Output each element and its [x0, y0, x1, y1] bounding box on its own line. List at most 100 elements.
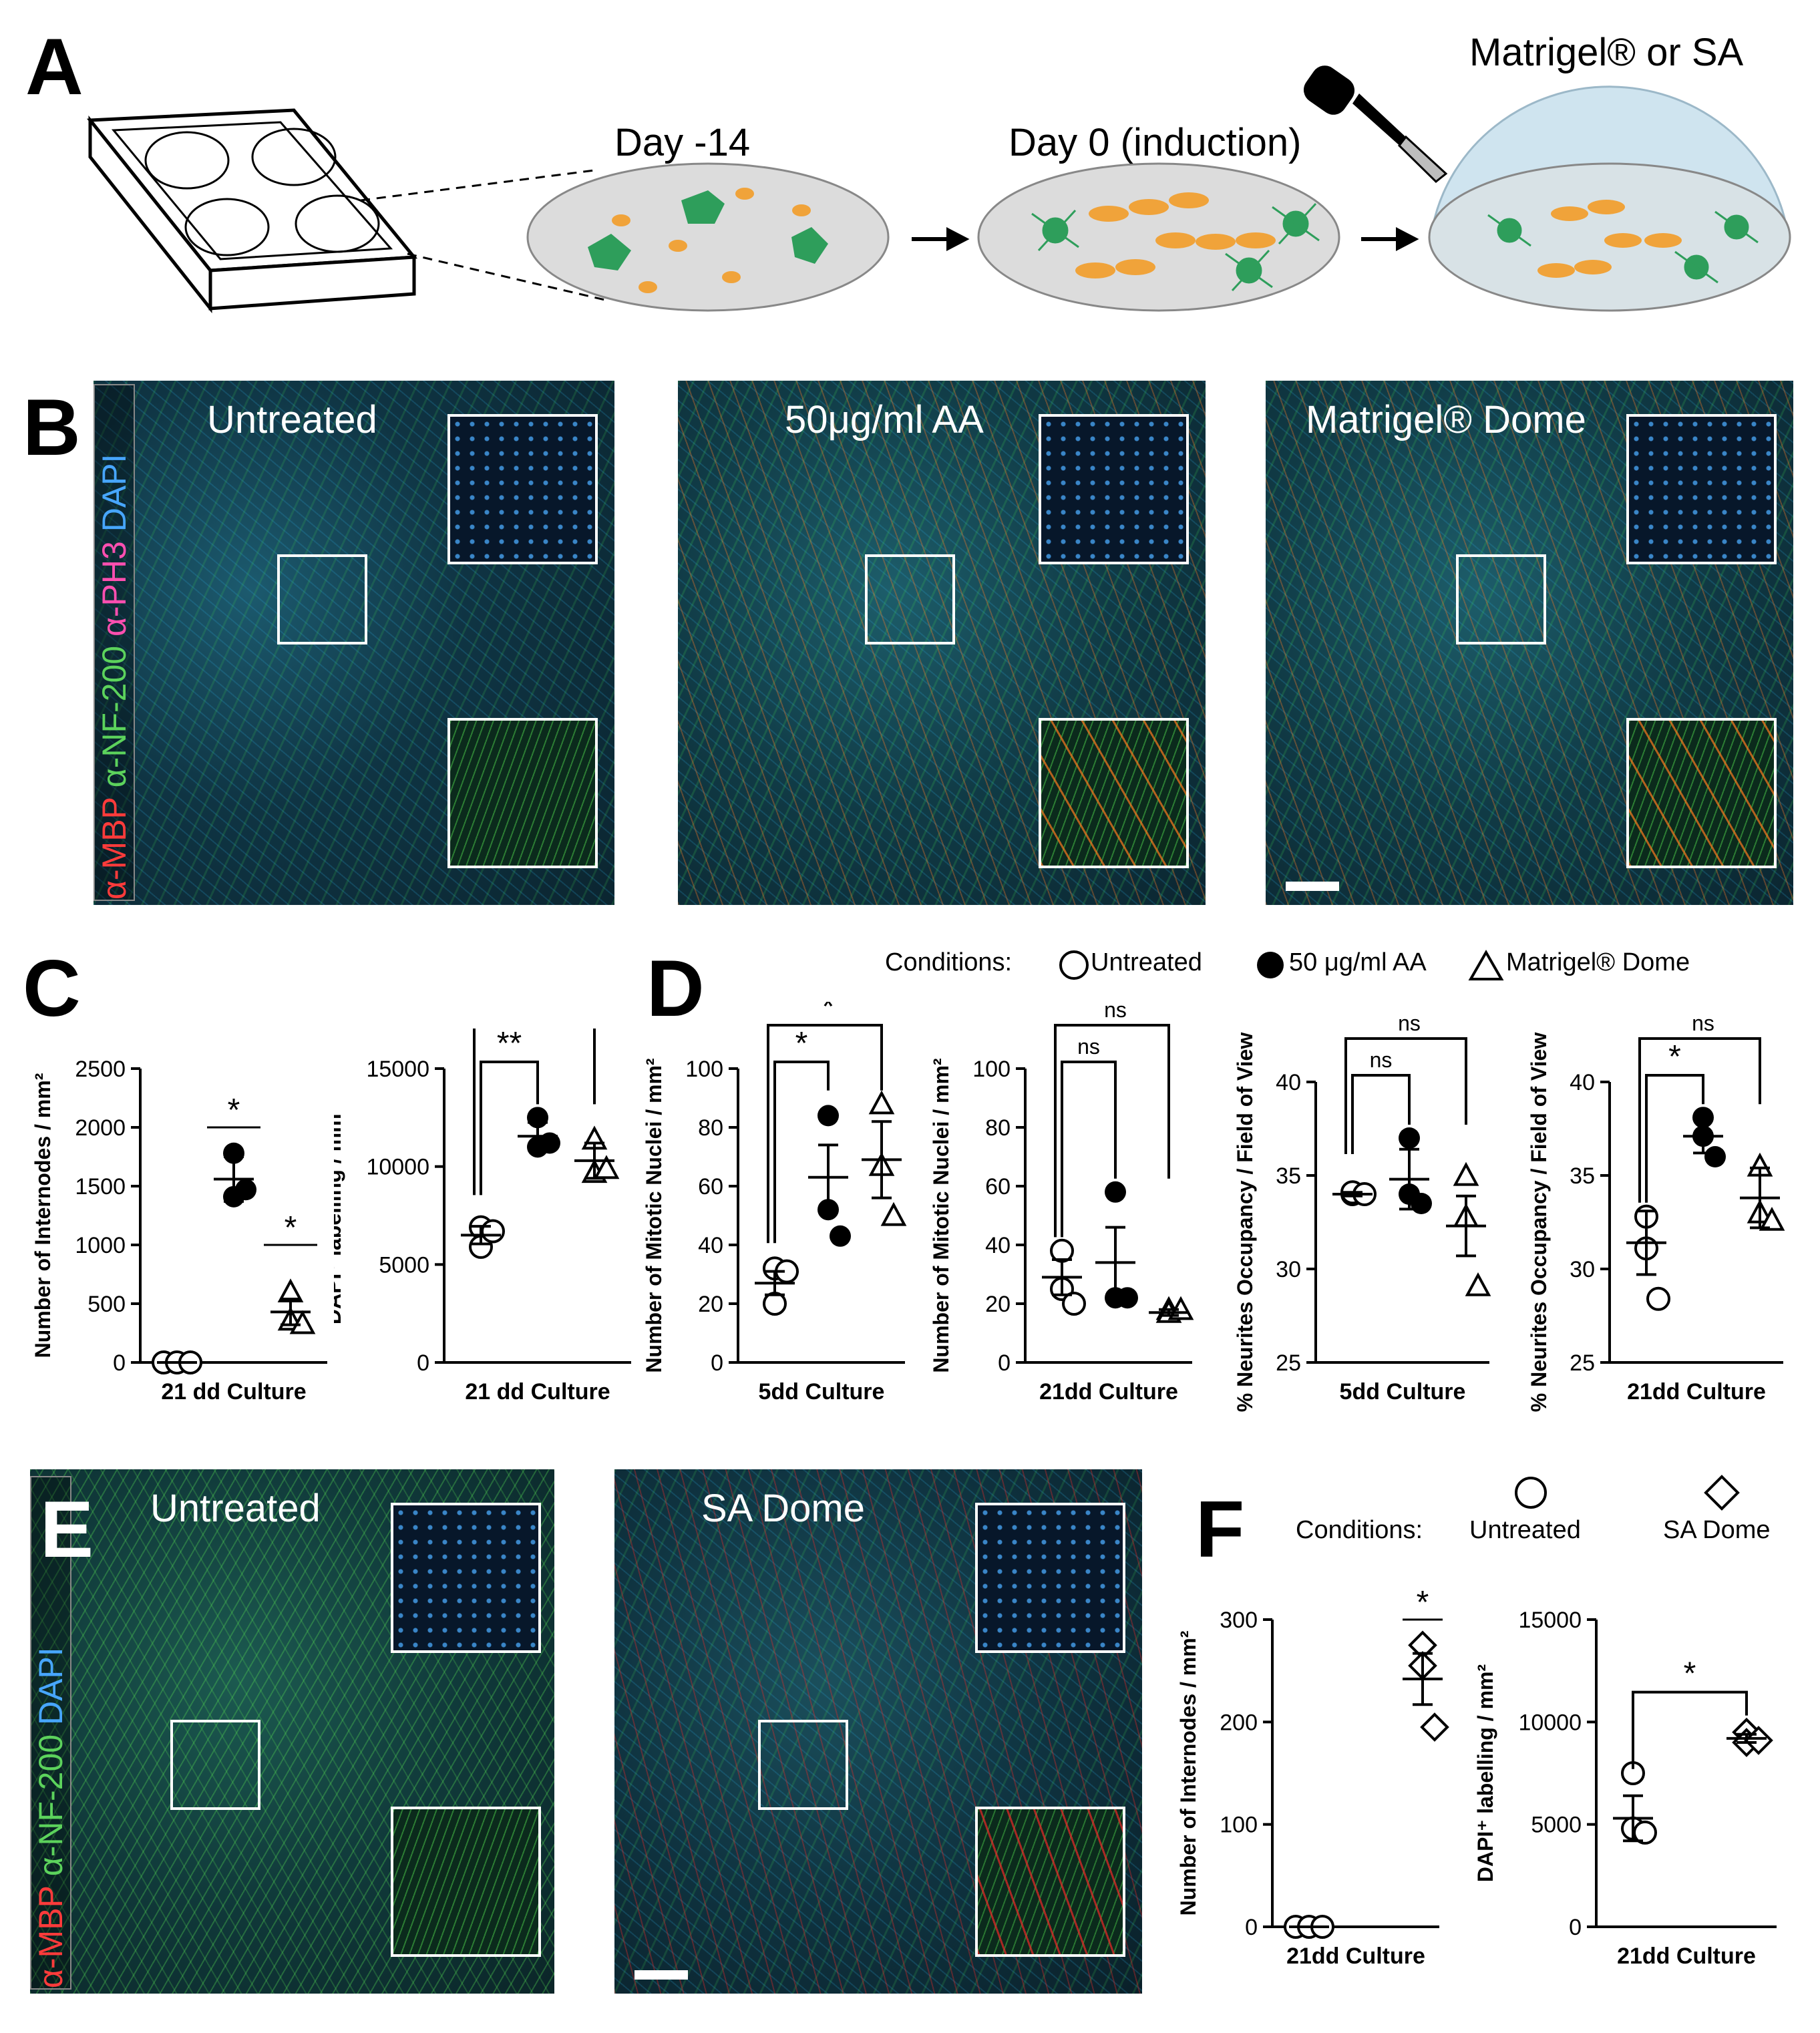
- y-tick-label: 100: [685, 1057, 723, 1082]
- y-tick-label: 20: [985, 1292, 1011, 1317]
- data-point: [481, 1219, 505, 1244]
- y-tick-label: 10000: [1518, 1710, 1582, 1735]
- significance-label: ns: [1370, 1048, 1393, 1072]
- data-point: [763, 1292, 787, 1316]
- label-day0: Day 0 (induction): [1009, 121, 1302, 164]
- y-tick-label: 35: [1570, 1163, 1595, 1189]
- y-axis-label: DAPI⁺ labelling / mm²: [334, 1107, 345, 1324]
- dish-day-minus14: [526, 162, 890, 312]
- y-tick-label: 35: [1276, 1163, 1301, 1189]
- y-tick-label: 40: [1276, 1070, 1301, 1095]
- significance-label: ns: [1104, 1002, 1127, 1022]
- micrograph-e-untreated: Untreated: [30, 1469, 554, 1994]
- y-tick-label: 15000: [366, 1057, 429, 1082]
- y-tick-label: 15000: [1518, 1608, 1582, 1633]
- micrograph-label: Matrigel® Dome: [1306, 398, 1586, 441]
- y-tick-label: 100: [972, 1057, 1011, 1082]
- data-point: [289, 1310, 316, 1334]
- data-point: [1646, 1286, 1670, 1311]
- significance-label: *: [795, 1026, 808, 1061]
- data-point: [1453, 1161, 1479, 1186]
- label-dome: Matrigel® or SA: [1469, 31, 1744, 74]
- data-point: [830, 1225, 851, 1247]
- significance-label: *: [1668, 1039, 1681, 1075]
- x-axis-label: 21 dd Culture: [161, 1379, 306, 1403]
- data-point: [1062, 1292, 1086, 1316]
- roi-box: [277, 554, 367, 644]
- y-tick-label: 5000: [1531, 1813, 1582, 1838]
- legend-f-item-untreated: Untreated: [1469, 1516, 1581, 1544]
- y-tick-label: 80: [698, 1115, 723, 1141]
- x-axis-label: 21dd Culture: [1286, 1944, 1425, 1969]
- y-tick-label: 0: [417, 1350, 429, 1376]
- y-axis-label: % Neurites Occupancy / Field of View: [1527, 1033, 1551, 1413]
- significance-bracket: [1645, 1074, 1704, 1203]
- legend-filled-circle-icon: [1257, 952, 1284, 978]
- y-tick-label: 2000: [75, 1115, 126, 1141]
- roi-box: [758, 1720, 848, 1810]
- legend-f-item-sa-dome: SA Dome: [1663, 1516, 1771, 1544]
- y-axis-label: Number of Internodes / mm²: [31, 1073, 55, 1358]
- significance-label: ns: [1398, 1011, 1421, 1035]
- data-point: [1420, 1712, 1449, 1742]
- roi-box: [170, 1720, 260, 1810]
- significance-bracket: [1638, 1037, 1761, 1203]
- micrograph-b-untreated: Untreated: [94, 381, 614, 905]
- y-tick-label: 2500: [75, 1057, 126, 1082]
- stain-legend-b: α-MBP α-NF-200 α-PH3 DAPI: [94, 384, 135, 901]
- significance-bracket: [1054, 1024, 1170, 1238]
- data-point: [1399, 1127, 1420, 1149]
- significance-bracket: [1351, 1074, 1411, 1154]
- well-plate: [86, 108, 418, 314]
- y-axis-label: Number of Mitotic Nuclei / mm²: [932, 1058, 953, 1372]
- y-tick-label: 0: [998, 1350, 1011, 1376]
- legend-open-circle-icon: [1059, 950, 1089, 980]
- significance-label: *: [1417, 1585, 1429, 1620]
- data-point: [1117, 1287, 1138, 1309]
- y-tick-label: 40: [1570, 1070, 1595, 1095]
- panel-letter-c: C: [23, 944, 81, 1033]
- panel-letter-f: F: [1196, 1485, 1245, 1574]
- significance-bracket: [480, 1061, 539, 1195]
- x-axis-label: 21dd Culture: [1627, 1379, 1766, 1405]
- significance-bracket: [473, 1029, 596, 1195]
- inset-fibers: [447, 718, 598, 868]
- micrograph-label: Untreated: [150, 1487, 321, 1530]
- micrograph-b-matrigel: Matrigel® Dome: [1266, 381, 1793, 905]
- y-tick-label: 60: [698, 1174, 723, 1199]
- inset-fibers: [391, 1807, 541, 1957]
- y-tick-label: 10000: [366, 1155, 429, 1180]
- y-tick-label: 60: [985, 1174, 1011, 1199]
- panel-letter-b: B: [23, 383, 81, 472]
- data-point: [223, 1142, 244, 1164]
- panel-letter-d: D: [647, 944, 705, 1033]
- data-point: [235, 1179, 256, 1201]
- significance-bracket: [1061, 1061, 1117, 1238]
- chart-f-dapi: 0 5000 10000 15000 21dd Culture DAPI⁺ labelli…: [1473, 1608, 1777, 1969]
- significance-label: ns: [1077, 1035, 1100, 1059]
- x-axis-label: 21 dd Culture: [465, 1379, 610, 1403]
- inset-nuclei: [391, 1503, 541, 1653]
- legend-d-markers: [1059, 949, 1504, 980]
- legend-f-title: Conditions:: [1296, 1516, 1423, 1544]
- roi-box: [865, 554, 955, 644]
- label-day-minus14: Day -14: [614, 121, 751, 164]
- roi-box: [1456, 554, 1546, 644]
- y-axis-label: Number of Mitotic Nuclei / mm²: [645, 1058, 666, 1372]
- data-point: [1411, 1193, 1432, 1214]
- dropper-icon: [1303, 65, 1448, 184]
- significance-label: ns: [1692, 1011, 1714, 1035]
- inset-fibers: [1626, 718, 1777, 868]
- y-tick-label: 25: [1276, 1350, 1301, 1376]
- legend-f-markers: [1515, 1475, 1740, 1511]
- micrograph-label: 50μg/ml AA: [785, 398, 984, 441]
- data-point: [817, 1105, 839, 1127]
- chart-d-mitotic-5dd: 0 20 40 60 80 100 5dd Culture Number of Mitotic…: [645, 1002, 907, 1403]
- significance-bracket: [1344, 1037, 1467, 1154]
- arrow-1: [912, 227, 970, 251]
- x-axis-label: 5dd Culture: [1340, 1379, 1466, 1405]
- data-point: [1704, 1146, 1726, 1167]
- y-tick-label: 30: [1570, 1257, 1595, 1282]
- significance-label: *: [1684, 1656, 1696, 1692]
- significance-bracket: [773, 1061, 830, 1244]
